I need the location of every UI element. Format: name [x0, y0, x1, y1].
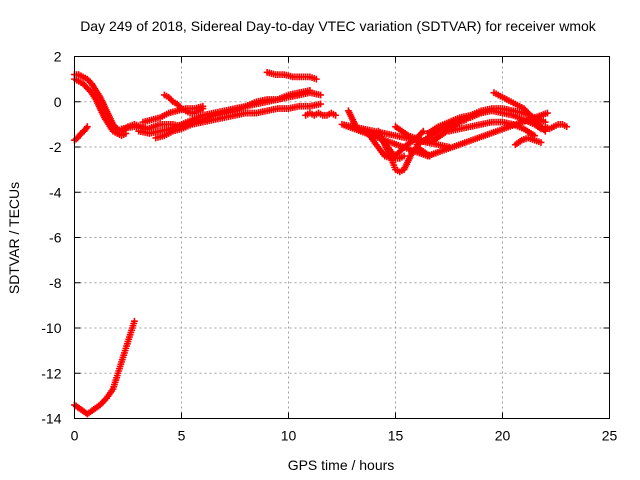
series-arc-early-b	[71, 75, 130, 140]
series-arc-early-low	[71, 317, 138, 418]
x-tick-label: 0	[71, 428, 79, 444]
data-point	[563, 123, 571, 131]
chart-title: Day 249 of 2018, Sidereal Day-to-day VTE…	[80, 18, 597, 34]
grid-lines	[74, 56, 610, 419]
data-point	[445, 143, 453, 151]
series-arc-end	[541, 120, 571, 133]
data-point	[400, 152, 408, 160]
series-arc-rise-2	[424, 105, 549, 137]
data-point	[312, 75, 320, 83]
y-tick-label: 2	[54, 49, 62, 65]
y-tick-label: -14	[41, 411, 61, 427]
series-arc-mid-3	[152, 100, 324, 142]
plot-frame	[74, 56, 610, 419]
data-point	[83, 123, 91, 131]
data-points	[71, 68, 571, 418]
y-tick-label: -12	[41, 365, 61, 381]
x-tick-label: 15	[388, 428, 404, 444]
series-arc-late-end	[302, 109, 339, 119]
x-tick-label: 5	[178, 428, 186, 444]
data-point	[317, 91, 324, 99]
y-tick-label: -10	[41, 320, 61, 336]
data-point	[537, 139, 545, 146]
y-tick-label: -8	[49, 275, 62, 291]
data-point	[131, 317, 138, 325]
series-arc-early-short	[71, 123, 91, 144]
x-tick-labels: 0 5 10 15 20 25	[71, 428, 618, 444]
series-arc-tail	[511, 134, 545, 149]
series-arc-mid-2	[135, 89, 324, 137]
data-point	[317, 100, 324, 108]
series-arc-top	[263, 68, 320, 83]
x-tick-label: 25	[602, 428, 618, 444]
y-tick-label: -4	[49, 184, 62, 200]
y-tick-label: -2	[49, 139, 62, 155]
x-axis-label: GPS time / hours	[288, 457, 395, 473]
data-point	[199, 102, 207, 110]
y-axis-label: SDTVAR / TECUs	[6, 182, 22, 294]
y-tick-label: 0	[54, 94, 62, 110]
y-tick-label: -6	[49, 230, 62, 246]
series-arc-mid-4	[139, 102, 207, 126]
x-tick-label: 20	[495, 428, 511, 444]
series-stray	[338, 109, 551, 160]
data-point	[419, 127, 427, 135]
y-tick-labels: -14 -12 -10 -8 -6 -4 -2 0 2	[41, 49, 61, 427]
data-point	[332, 111, 339, 119]
x-tick-label: 10	[281, 428, 297, 444]
